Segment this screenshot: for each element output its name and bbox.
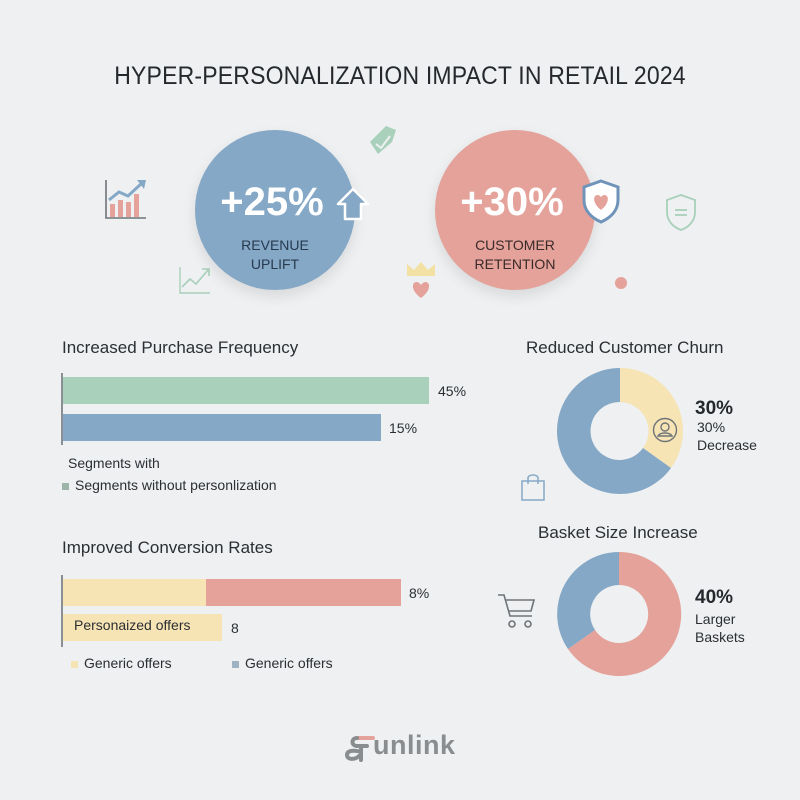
tag-check-icon <box>370 126 396 154</box>
basket-sub-2: Baskets <box>695 629 745 645</box>
legend-swatch <box>71 660 78 668</box>
shield-lines-icon <box>666 194 696 231</box>
page-title: HYPER-PERSONALIZATION IMPACT IN RETAIL 2… <box>114 62 686 90</box>
purchase-frequency-title: Increased Purchase Frequency <box>62 338 299 357</box>
conversion-axis <box>61 575 63 647</box>
revenue-uplift-label-2: UPLIFT <box>250 256 300 272</box>
conversion-bar-1-personalized <box>206 579 401 606</box>
purchase-frequency-legend-with: Segments with <box>68 455 160 471</box>
churn-sub-1: 30% <box>697 419 726 435</box>
house-arrow-up-icon <box>336 187 370 221</box>
conversion-bar-2 <box>63 614 222 641</box>
customer-retention-value: +30% <box>460 180 564 224</box>
conversion-value-1: 8% <box>409 585 430 601</box>
basket-title: Basket Size Increase <box>538 523 698 542</box>
churn-title: Reduced Customer Churn <box>526 338 724 357</box>
bar-chart-trend-icon <box>105 180 146 219</box>
conversion-title: Improved Conversion Rates <box>62 538 273 557</box>
basket-big-value: 40% <box>695 587 734 608</box>
basket-donut <box>557 551 682 676</box>
legend-label: Segments without personlization <box>75 477 277 493</box>
purchase-frequency-axis <box>61 373 63 445</box>
logo-mark-icon <box>344 736 375 762</box>
legend-swatch <box>232 660 239 668</box>
churn-sub-2: Decrease <box>697 437 757 453</box>
dot-icon <box>615 277 627 289</box>
conversion-bar-1-generic <box>63 579 206 606</box>
shield-heart-icon <box>582 179 620 224</box>
purchase-frequency-value-with: 45% <box>438 383 467 399</box>
conversion-legend-1: Generic offers <box>71 655 172 671</box>
churn-donut <box>557 368 684 494</box>
line-chart-icon <box>179 267 210 294</box>
revenue-uplift-kpi: +25% REVENUE UPLIFT <box>195 130 355 290</box>
customer-retention-label-2: RETENTION <box>474 256 556 272</box>
crown-heart-icon <box>407 262 435 298</box>
basket-sub-1: Larger <box>695 611 736 627</box>
shopping-cart-icon <box>498 594 536 628</box>
churn-big-value: 30% <box>695 398 734 419</box>
logo-text: unlink <box>373 730 456 760</box>
purchase-frequency-legend-without: Segments without personlization <box>62 477 277 493</box>
user-circle-icon <box>652 417 678 443</box>
conversion-value-2: 8 <box>231 620 239 636</box>
revenue-uplift-value: +25% <box>220 180 324 224</box>
shopping-bag-icon <box>521 474 545 501</box>
purchase-frequency-value-without: 15% <box>389 420 418 436</box>
legend-label: Generic offers <box>245 655 333 671</box>
purchase-frequency-bar-with <box>63 377 429 404</box>
purchase-frequency-bar-without <box>63 414 381 441</box>
customer-retention-label-1: CUSTOMER <box>475 237 555 253</box>
revenue-uplift-label-1: REVENUE <box>241 237 309 253</box>
conversion-legend-2: Generic offers <box>232 655 333 671</box>
customer-retention-kpi: +30% CUSTOMER RETENTION <box>435 130 595 290</box>
conversion-bar-2-label: Personaized offers <box>74 617 191 633</box>
legend-label: Generic offers <box>84 655 172 671</box>
legend-swatch <box>62 482 69 490</box>
